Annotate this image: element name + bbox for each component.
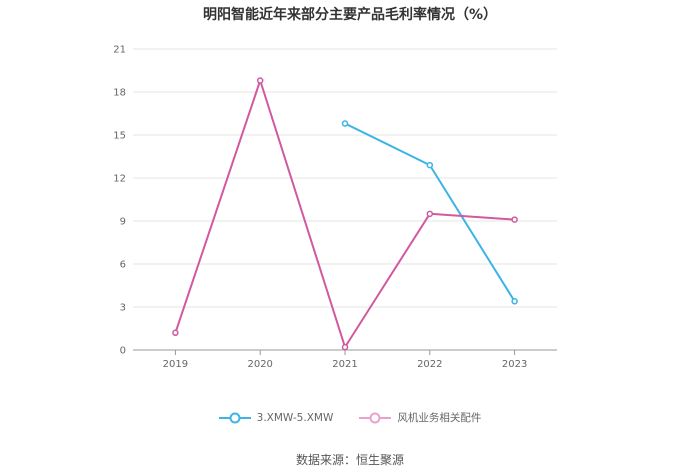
data-point (511, 298, 518, 305)
data-point (256, 77, 264, 84)
data-point (341, 343, 349, 351)
legend-marker-icon (218, 412, 251, 423)
series-lines (172, 77, 518, 351)
data-point (341, 120, 349, 127)
source-note: 数据来源：恒生聚源 (295, 453, 404, 467)
gridlines (133, 48, 557, 308)
x-tick-label: 2020 (247, 359, 272, 370)
data-point (426, 210, 434, 218)
y-tick-label: 0 (120, 346, 126, 357)
chart-title: 明阳智能近年来部分主要产品毛利率情况（%） (202, 7, 498, 23)
legend: 3.XMW-5.XMW 风机业务相关配件 (0, 410, 700, 425)
x-tick-label: 2022 (417, 359, 442, 370)
y-tick-label: 6 (120, 260, 126, 271)
x-tick-label: 2023 (502, 359, 527, 370)
y-tick-label: 21 (113, 45, 126, 56)
y-tick-label: 18 (113, 88, 126, 99)
y-tick-label: 9 (120, 217, 126, 228)
y-tick-label: 15 (113, 131, 126, 142)
axes: 0 3 6 9 12 15 18 21 2019 2020 2021 2022 2023 (113, 45, 557, 370)
data-point (172, 329, 179, 337)
data-point (511, 216, 518, 223)
legend-marker-icon (359, 412, 392, 423)
data-point (426, 161, 434, 169)
legend-label: 风机业务相关配件 (397, 412, 482, 424)
legend-item-series-2[interactable]: 风机业务相关配件 (359, 410, 481, 425)
x-tick-label: 2019 (163, 359, 188, 370)
legend-item-series-1[interactable]: 3.XMW-5.XMW (218, 410, 334, 425)
y-tick-label: 3 (120, 303, 126, 314)
legend-label: 3.XMW-5.XMW (256, 411, 334, 424)
y-tick-label: 12 (113, 174, 126, 185)
x-tick-label: 2021 (332, 359, 357, 370)
